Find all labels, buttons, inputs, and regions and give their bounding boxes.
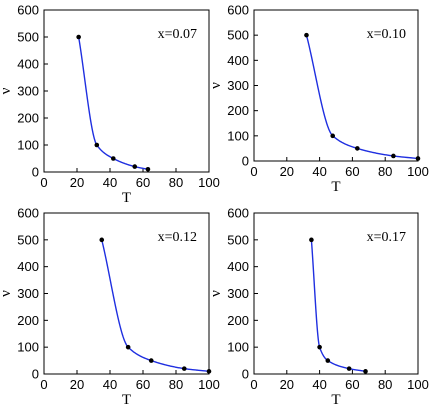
data-point [206, 369, 212, 374]
y-tick-label: 500 [17, 30, 39, 45]
x-tick-label: 100 [407, 164, 429, 179]
data-point [325, 358, 331, 363]
chart-panel-3: 0 20 40 60 80 100 0 100 200 300 400 500 600 Tν x=0.12 [0, 206, 220, 409]
y-tick-label: 600 [227, 206, 249, 221]
x-tick-label: 80 [378, 164, 392, 179]
y-tick-label: 0 [32, 165, 39, 180]
y-axis-label: ν [208, 290, 224, 297]
y-tick-label: 200 [17, 313, 39, 328]
x-axis-label: T [122, 190, 131, 206]
y-tick-label: 500 [17, 232, 39, 247]
data-point [148, 358, 154, 363]
y-tick-label: 0 [32, 367, 39, 382]
panel-annotation: x=0.10 [367, 27, 406, 42]
x-tick-label: 20 [70, 175, 84, 190]
chart-panel-1: 0 20 40 60 80 100 0 100 200 300 400 500 600 Tν x=0.07 [0, 3, 220, 207]
panel-annotation: x=0.17 [367, 230, 406, 245]
x-axis-label: T [331, 179, 340, 195]
y-tick-label: 100 [17, 340, 39, 355]
x-tick-label: 40 [103, 175, 117, 190]
x-tick-label: 80 [378, 377, 392, 392]
y-tick-label: 500 [227, 232, 249, 247]
y-tick-label: 400 [17, 57, 39, 72]
data-point [304, 32, 309, 38]
x-tick-label: 60 [345, 164, 359, 179]
y-tick-label: 200 [17, 111, 39, 126]
chart-panel-4: 0 20 40 60 80 100 0 100 200 300 400 500 600 Tν x=0.17 [208, 206, 429, 409]
y-tick-label: 400 [227, 259, 249, 274]
y-tick-label: 300 [17, 286, 39, 301]
y-tick-label: 600 [227, 3, 249, 18]
data-point [132, 164, 138, 169]
x-tick-label: 20 [280, 377, 294, 392]
y-tick-label: 100 [227, 128, 249, 143]
data-point [363, 369, 368, 374]
chart-panel-2: 0 20 40 60 80 100 0 100 200 300 400 500 600 Tν x=0.10 [208, 3, 429, 196]
x-tick-label: 100 [407, 377, 429, 392]
x-tick-label: 60 [136, 175, 150, 190]
y-tick-label: 0 [242, 367, 249, 382]
y-tick-label: 100 [17, 138, 39, 153]
x-tick-label: 60 [345, 377, 359, 392]
panel-annotation: x=0.07 [158, 27, 197, 42]
y-tick-label: 300 [17, 84, 39, 99]
x-tick-label: 0 [250, 164, 257, 179]
y-axis-label: ν [0, 87, 14, 94]
y-tick-label: 200 [227, 313, 249, 328]
y-tick-label: 300 [227, 286, 249, 301]
series-line [310, 239, 366, 373]
data-point [111, 156, 116, 161]
x-axis-label: T [122, 392, 131, 408]
x-axis-label: T [331, 392, 340, 408]
y-tick-label: 300 [227, 78, 249, 93]
x-tick-label: 60 [136, 377, 150, 392]
data-point [76, 34, 81, 40]
data-point [317, 344, 322, 350]
data-point [391, 153, 396, 159]
y-tick-label: 600 [17, 206, 39, 221]
data-point [309, 237, 314, 243]
x-tick-label: 100 [198, 377, 220, 392]
x-tick-label: 40 [312, 164, 326, 179]
panel-annotation: x=0.12 [158, 230, 197, 245]
y-axis-label: ν [0, 290, 14, 297]
y-tick-label: 100 [227, 340, 249, 355]
x-tick-label: 20 [280, 164, 294, 179]
data-point [415, 156, 421, 161]
x-tick-label: 80 [169, 377, 183, 392]
y-tick-label: 600 [17, 3, 39, 18]
x-tick-label: 80 [169, 175, 183, 190]
x-tick-label: 40 [103, 377, 117, 392]
data-point [99, 237, 105, 243]
series-line [77, 36, 149, 170]
x-tick-label: 0 [250, 377, 257, 392]
x-tick-label: 0 [40, 175, 47, 190]
x-tick-label: 100 [198, 175, 220, 190]
y-tick-label: 500 [227, 28, 249, 43]
y-axis-label: ν [208, 82, 224, 89]
data-point [355, 146, 360, 151]
series-line [305, 34, 419, 160]
y-tick-label: 0 [242, 154, 249, 169]
x-tick-label: 40 [312, 377, 326, 392]
data-point [346, 366, 352, 371]
x-tick-label: 0 [40, 377, 47, 392]
y-tick-label: 400 [227, 53, 249, 68]
data-point [125, 344, 131, 350]
y-tick-label: 200 [227, 103, 249, 118]
data-point [330, 133, 336, 139]
data-point [145, 167, 151, 172]
data-point [94, 142, 100, 148]
y-tick-label: 400 [17, 259, 39, 274]
x-tick-label: 20 [70, 377, 84, 392]
data-point [181, 366, 187, 371]
series-line [101, 239, 210, 373]
